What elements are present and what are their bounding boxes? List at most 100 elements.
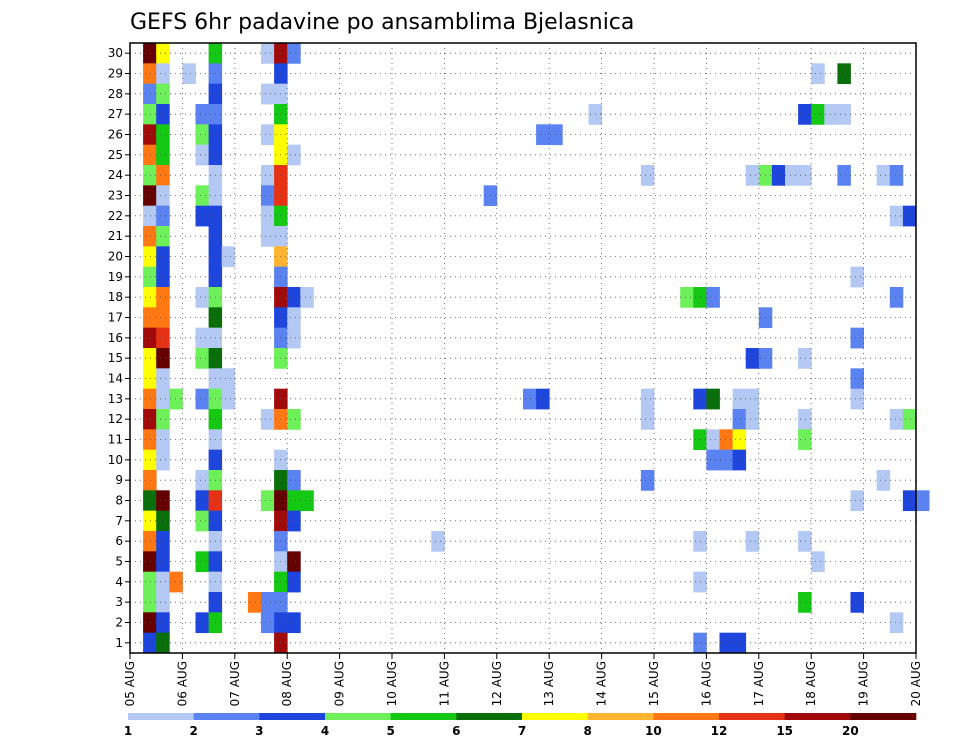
heatmap-cell — [247, 592, 262, 613]
heatmap-cell — [169, 571, 183, 593]
heatmap-cell — [156, 551, 170, 573]
legend-swatch — [653, 713, 720, 720]
heatmap-cell — [261, 83, 275, 105]
x-tick-label: 10 AUG — [385, 661, 399, 706]
x-tick-label: 16 AUG — [699, 661, 713, 706]
legend-label: 20 — [842, 724, 859, 738]
heatmap-cell — [261, 490, 275, 512]
legend-label: 3 — [255, 724, 263, 738]
heatmap-cell — [798, 531, 812, 552]
heatmap-cell — [902, 409, 917, 430]
heatmap-cell — [195, 287, 209, 308]
heatmap-cell — [261, 612, 275, 634]
heatmap-cell — [850, 388, 864, 410]
heatmap-cell — [143, 409, 157, 430]
heatmap-cell — [732, 409, 747, 430]
heatmap-cell — [143, 307, 157, 329]
heatmap-cell — [287, 571, 301, 593]
x-tick-label: 13 AUG — [542, 661, 556, 706]
heatmap-cell — [889, 409, 904, 430]
heatmap-cell — [261, 409, 275, 430]
heatmap-cell — [156, 185, 170, 207]
heatmap-cell — [287, 551, 301, 573]
heatmap-cell — [156, 266, 170, 288]
y-tick-label: 14 — [108, 372, 123, 386]
heatmap-cell — [745, 348, 760, 369]
legend-label: 10 — [645, 724, 662, 738]
heatmap-cell — [195, 144, 209, 166]
heatmap-cell — [221, 246, 236, 268]
heatmap-cell — [156, 531, 170, 552]
legend-label: 5 — [386, 724, 394, 738]
heatmap-cell — [156, 144, 170, 166]
y-tick-label: 19 — [108, 270, 123, 284]
heatmap-cell — [837, 165, 851, 186]
y-tick-label: 13 — [108, 392, 123, 406]
heatmap-cell — [143, 104, 157, 125]
heatmap-cell — [156, 632, 170, 654]
heatmap-cell — [156, 226, 170, 247]
heatmap-cell — [143, 185, 157, 207]
heatmap-cell — [156, 409, 170, 430]
y-tick-label: 10 — [108, 453, 123, 467]
legend-swatch — [325, 713, 391, 720]
chart-title: GEFS 6hr padavine po ansamblima Bjelasni… — [130, 10, 634, 35]
y-tick-label: 12 — [108, 412, 123, 426]
heatmap-cell — [156, 368, 170, 390]
heatmap-cell — [195, 124, 209, 146]
heatmap-cell — [745, 531, 760, 552]
heatmap-cell — [156, 287, 170, 308]
y-tick-label: 6 — [115, 534, 123, 548]
heatmap-cell — [300, 287, 314, 308]
heatmap-cell — [719, 429, 733, 451]
heatmap-cell — [156, 388, 170, 410]
y-tick-label: 2 — [115, 616, 123, 630]
heatmap-cell — [798, 429, 812, 451]
heatmap-cell — [156, 165, 170, 186]
heatmap-cell — [143, 205, 157, 227]
heatmap-cell — [195, 348, 209, 369]
heatmap-cell — [640, 470, 655, 491]
heatmap-cell — [156, 43, 170, 64]
y-tick-label: 25 — [108, 148, 123, 162]
heatmap-cell — [156, 571, 170, 593]
heatmap-cell — [143, 470, 157, 491]
legend-swatch — [193, 713, 260, 720]
heatmap-cell — [169, 388, 183, 410]
heatmap-cell — [156, 429, 170, 451]
heatmap-cell — [195, 510, 209, 532]
x-tick-label: 12 AUG — [490, 661, 504, 706]
heatmap-cell — [745, 388, 760, 410]
heatmap-cell — [706, 388, 720, 410]
heatmap-cell — [798, 165, 812, 186]
y-tick-label: 18 — [108, 290, 123, 304]
y-tick-label: 16 — [108, 331, 123, 345]
heatmap-cell — [837, 63, 851, 85]
heatmap-cell — [889, 612, 904, 634]
heatmap-cell — [837, 104, 851, 125]
heatmap-cell — [143, 449, 157, 471]
y-tick-label: 9 — [115, 473, 123, 487]
y-tick-label: 17 — [108, 311, 123, 325]
heatmap-cell — [195, 388, 209, 410]
heatmap-cell — [811, 551, 825, 573]
heatmap-cell — [195, 551, 209, 573]
heatmap-cell — [889, 165, 904, 186]
heatmap-cell — [719, 632, 733, 654]
x-tick-label: 07 AUG — [228, 661, 242, 706]
heatmap-cell — [732, 632, 747, 654]
heatmap-cell — [798, 348, 812, 369]
x-tick-label: 11 AUG — [437, 661, 451, 706]
plot-frame — [129, 42, 917, 654]
legend-label: 8 — [583, 724, 591, 738]
heatmap-cell — [287, 144, 301, 166]
heatmap-cell — [143, 144, 157, 166]
heatmap-cell — [287, 43, 301, 64]
legend-swatch — [456, 713, 523, 720]
heatmap-cell — [536, 124, 550, 146]
heatmap-cell — [156, 348, 170, 369]
y-tick-label: 20 — [108, 250, 123, 264]
y-tick-label: 4 — [115, 575, 123, 589]
heatmap-cell — [850, 327, 864, 349]
